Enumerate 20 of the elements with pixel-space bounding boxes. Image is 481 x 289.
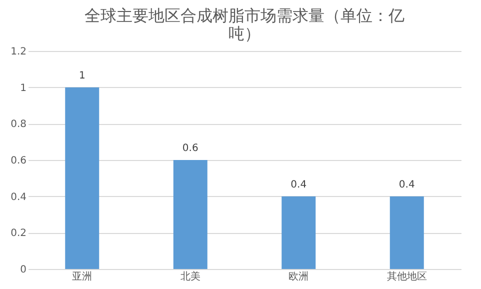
- data-label: 0.4: [290, 179, 307, 190]
- x-tick-label: 亚洲: [72, 270, 92, 282]
- y-tick-label: 0: [20, 264, 26, 276]
- data-label: 1: [78, 70, 86, 82]
- y-tick-label: 0.8: [10, 119, 26, 130]
- y-tick-label: 1.2: [10, 46, 26, 58]
- bar: [390, 196, 424, 269]
- x-tick-label: 北美: [180, 270, 200, 282]
- x-tick-label: 欧洲: [288, 270, 309, 282]
- y-tick-label: 0.6: [10, 156, 26, 166]
- data-label: 0.4: [398, 179, 415, 190]
- bar: [173, 160, 208, 269]
- bar: [282, 196, 316, 269]
- bar: [65, 87, 100, 269]
- y-tick-label: 0.2: [10, 228, 26, 240]
- chart-title: 全球主要地区合成树脂市场需求量（单位：亿吨）: [84, 6, 404, 43]
- y-tick-label: 1: [20, 82, 26, 94]
- y-tick-label: 0.4: [10, 192, 26, 203]
- x-tick-label: 其他地区: [386, 270, 427, 282]
- data-label: 0.6: [182, 143, 198, 154]
